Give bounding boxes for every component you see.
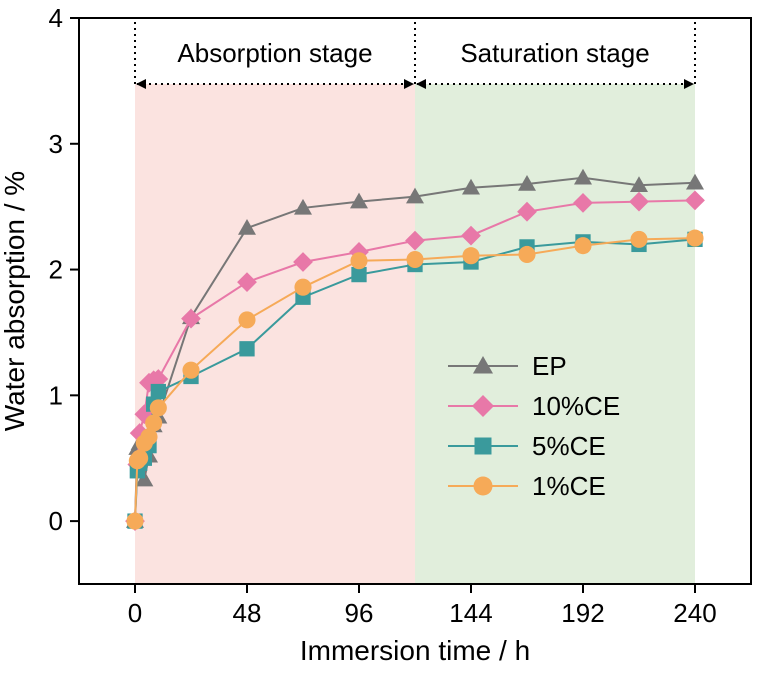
y-axis: 0 1 2 3 4 bbox=[49, 3, 79, 536]
y-tick-label: 3 bbox=[49, 129, 63, 159]
legend-marker bbox=[472, 395, 494, 417]
x-tick-label: 48 bbox=[233, 598, 262, 628]
data-point bbox=[406, 187, 424, 204]
stage-label-1: Absorption stage bbox=[177, 38, 372, 68]
x-axis: 0 48 96 144 192 240 bbox=[128, 584, 717, 628]
y-axis-title: Water absorption / % bbox=[0, 171, 30, 431]
data-point bbox=[238, 311, 256, 329]
legend-item: EP bbox=[448, 351, 567, 381]
legend-item: 5%CE bbox=[448, 431, 606, 461]
stage-regions bbox=[135, 84, 695, 583]
legend-label: 1%CE bbox=[532, 471, 606, 501]
data-point bbox=[518, 245, 536, 264]
data-point bbox=[135, 470, 154, 487]
data-point bbox=[150, 383, 166, 400]
data-point bbox=[461, 225, 481, 246]
data-point bbox=[350, 252, 368, 270]
data-point bbox=[685, 190, 705, 211]
legend: EP 10%CE 5%CE 1%CE bbox=[448, 351, 620, 501]
data-point bbox=[629, 191, 649, 212]
data-point bbox=[517, 201, 537, 222]
data-point bbox=[518, 175, 536, 191]
x-tick-label: 144 bbox=[449, 598, 492, 628]
data-point bbox=[405, 230, 425, 251]
data-point bbox=[351, 266, 367, 283]
data-point bbox=[630, 176, 648, 193]
data-point bbox=[573, 192, 593, 213]
data-point bbox=[686, 229, 704, 247]
data-point bbox=[294, 278, 312, 296]
plot-frame bbox=[78, 17, 752, 585]
stage-label-2: Saturation stage bbox=[460, 38, 649, 68]
x-tick-label: 0 bbox=[128, 598, 142, 628]
data-point bbox=[462, 178, 480, 195]
x-tick-label: 96 bbox=[345, 598, 374, 628]
legend-marker bbox=[473, 476, 493, 496]
data-point bbox=[293, 252, 313, 272]
stage-annotations: Absorption stage Saturation stage bbox=[134, 22, 696, 89]
data-point bbox=[237, 272, 257, 293]
series-layer bbox=[125, 168, 705, 532]
y-tick-label: 1 bbox=[49, 380, 63, 410]
data-point bbox=[239, 341, 255, 357]
data-point bbox=[181, 308, 201, 329]
data-point bbox=[574, 168, 592, 185]
data-point bbox=[126, 512, 144, 530]
data-point bbox=[686, 173, 704, 190]
data-point bbox=[140, 428, 158, 446]
legend-item: 10%CE bbox=[448, 391, 620, 421]
stage-region-2 bbox=[415, 84, 695, 583]
data-point bbox=[630, 230, 648, 248]
legend-marker bbox=[474, 437, 492, 455]
legend-label: 10%CE bbox=[532, 391, 620, 421]
y-tick-label: 2 bbox=[49, 255, 63, 285]
stage-region-1 bbox=[135, 84, 415, 583]
data-point bbox=[350, 192, 368, 209]
legend-marker bbox=[473, 356, 493, 374]
data-point bbox=[349, 242, 369, 262]
data-point bbox=[574, 237, 592, 255]
legend-item: 1%CE bbox=[448, 471, 606, 501]
y-tick-label: 4 bbox=[49, 3, 63, 33]
data-point bbox=[462, 247, 480, 265]
data-point bbox=[149, 399, 167, 417]
y-tick-label: 0 bbox=[49, 506, 63, 536]
data-point bbox=[238, 219, 256, 235]
legend-label: 5%CE bbox=[532, 431, 606, 461]
x-tick-label: 240 bbox=[673, 598, 716, 628]
data-point bbox=[406, 250, 424, 269]
data-point bbox=[131, 449, 149, 467]
data-point bbox=[182, 361, 200, 379]
data-point bbox=[145, 414, 163, 432]
data-point bbox=[294, 198, 312, 215]
x-axis-title: Immersion time / h bbox=[300, 635, 530, 666]
legend-label: EP bbox=[532, 351, 567, 381]
x-tick-label: 192 bbox=[561, 598, 604, 628]
series-1%CE bbox=[126, 229, 704, 530]
